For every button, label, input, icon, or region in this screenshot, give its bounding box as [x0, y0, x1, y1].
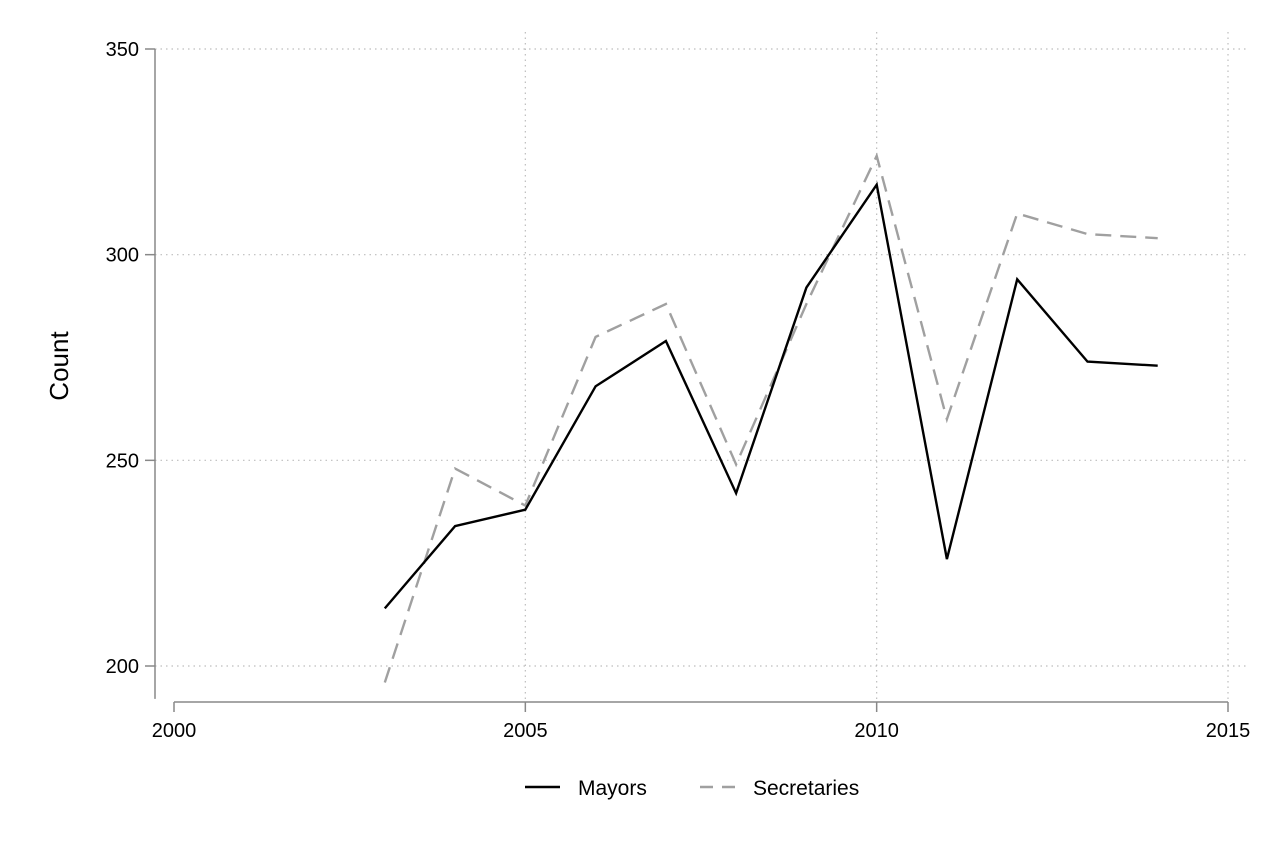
series-line-secretaries — [383, 152, 1158, 683]
y-tick-label: 200 — [106, 656, 139, 678]
y-tick-label: 250 — [106, 450, 139, 472]
legend: Mayors Secretaries — [525, 777, 859, 800]
y-tick-label: 300 — [106, 245, 139, 267]
series-layer — [383, 152, 1158, 683]
y-tick-label: 350 — [106, 39, 139, 61]
x-tick-label: 2005 — [503, 720, 548, 742]
x-tick-label: 2010 — [854, 720, 899, 742]
x-tick-label: 2000 — [152, 720, 197, 742]
grid — [155, 32, 1248, 702]
x-axis-ticks: 2000 2005 2010 2015 — [152, 702, 1251, 742]
axes — [154, 49, 1228, 703]
x-tick-label: 2015 — [1206, 720, 1251, 742]
series-line-mayors — [383, 181, 1158, 610]
y-axis-title: Count — [44, 331, 74, 401]
legend-label-secretaries: Secretaries — [753, 777, 859, 800]
legend-label-mayors: Mayors — [578, 777, 647, 800]
y-axis-ticks: 200 250 300 350 — [106, 39, 155, 678]
